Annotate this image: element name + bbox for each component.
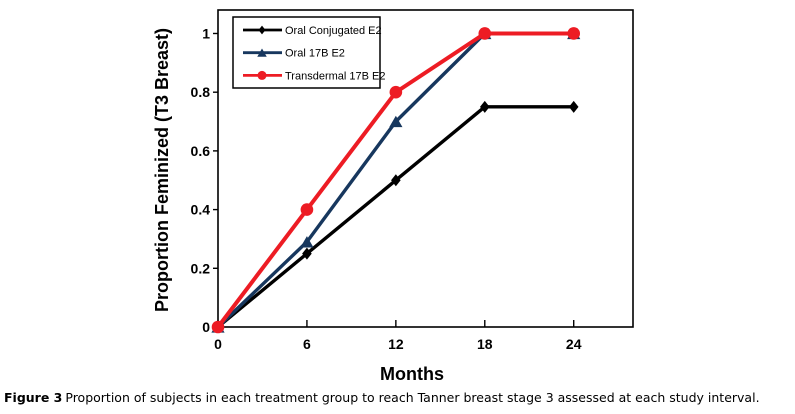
y-tick-label: 0 (202, 319, 210, 335)
y-tick-label: 1 (202, 25, 210, 41)
x-tick-label: 0 (214, 336, 222, 352)
diamond-marker (391, 174, 401, 187)
diamond-marker (568, 100, 579, 113)
x-tick-label: 18 (477, 336, 493, 352)
series-transdermal-17b-e2 (211, 27, 581, 334)
legend-item-oral-17b-e2: Oral 17B E2 (243, 48, 345, 60)
series-line (216, 105, 574, 329)
legend-label: Oral Conjugated E2 (285, 25, 382, 37)
legend-label: Transdermal 17B E2 (285, 70, 385, 82)
legend-item-transdermal-17b-e2: Transdermal 17B E2 (243, 70, 385, 82)
y-tick-label: 0.6 (191, 143, 211, 159)
x-axis-title: Months (380, 364, 444, 384)
legend-item-oral-conjugated-e2: Oral Conjugated E2 (243, 25, 382, 37)
circle-marker (567, 27, 581, 40)
diamond-marker (479, 100, 490, 113)
triangle-marker (389, 115, 403, 128)
diamond-marker (302, 247, 312, 260)
plot-border (217, 9, 634, 328)
x-tick-label: 6 (303, 336, 311, 352)
figure-caption: Figure 3 Proportion of subjects in each t… (4, 390, 790, 406)
y-tick-label: 0.2 (191, 260, 211, 276)
legend: Oral Conjugated E2 Oral 17B E2 Transdermal… (232, 16, 385, 89)
y-tick-label: 0.4 (191, 202, 211, 218)
triangle-marker (300, 236, 314, 248)
x-tick-label: 12 (388, 336, 404, 352)
x-tick-label: 24 (566, 336, 582, 352)
figure-caption-label: Figure 3 (4, 390, 63, 405)
circle-marker (389, 85, 403, 99)
circle-marker (300, 203, 314, 216)
legend-label: Oral 17B E2 (285, 48, 345, 60)
circle-marker (211, 320, 225, 334)
y-tick-label: 0.8 (191, 84, 211, 100)
y-axis-title: Proportion Feminized (T3 Breast) (152, 28, 172, 312)
series-oral-conjugated-e2 (213, 100, 579, 333)
circle-marker (478, 27, 492, 40)
triangle-marker (257, 48, 267, 57)
circle-marker (257, 70, 267, 80)
figure-caption-text: Proportion of subjects in each treatment… (65, 390, 760, 405)
line-chart: 0 0.2 0.4 0.6 0.8 1 0 6 12 18 24 Oral Conjugated E2… (152, 9, 634, 384)
diamond-marker (258, 25, 266, 35)
